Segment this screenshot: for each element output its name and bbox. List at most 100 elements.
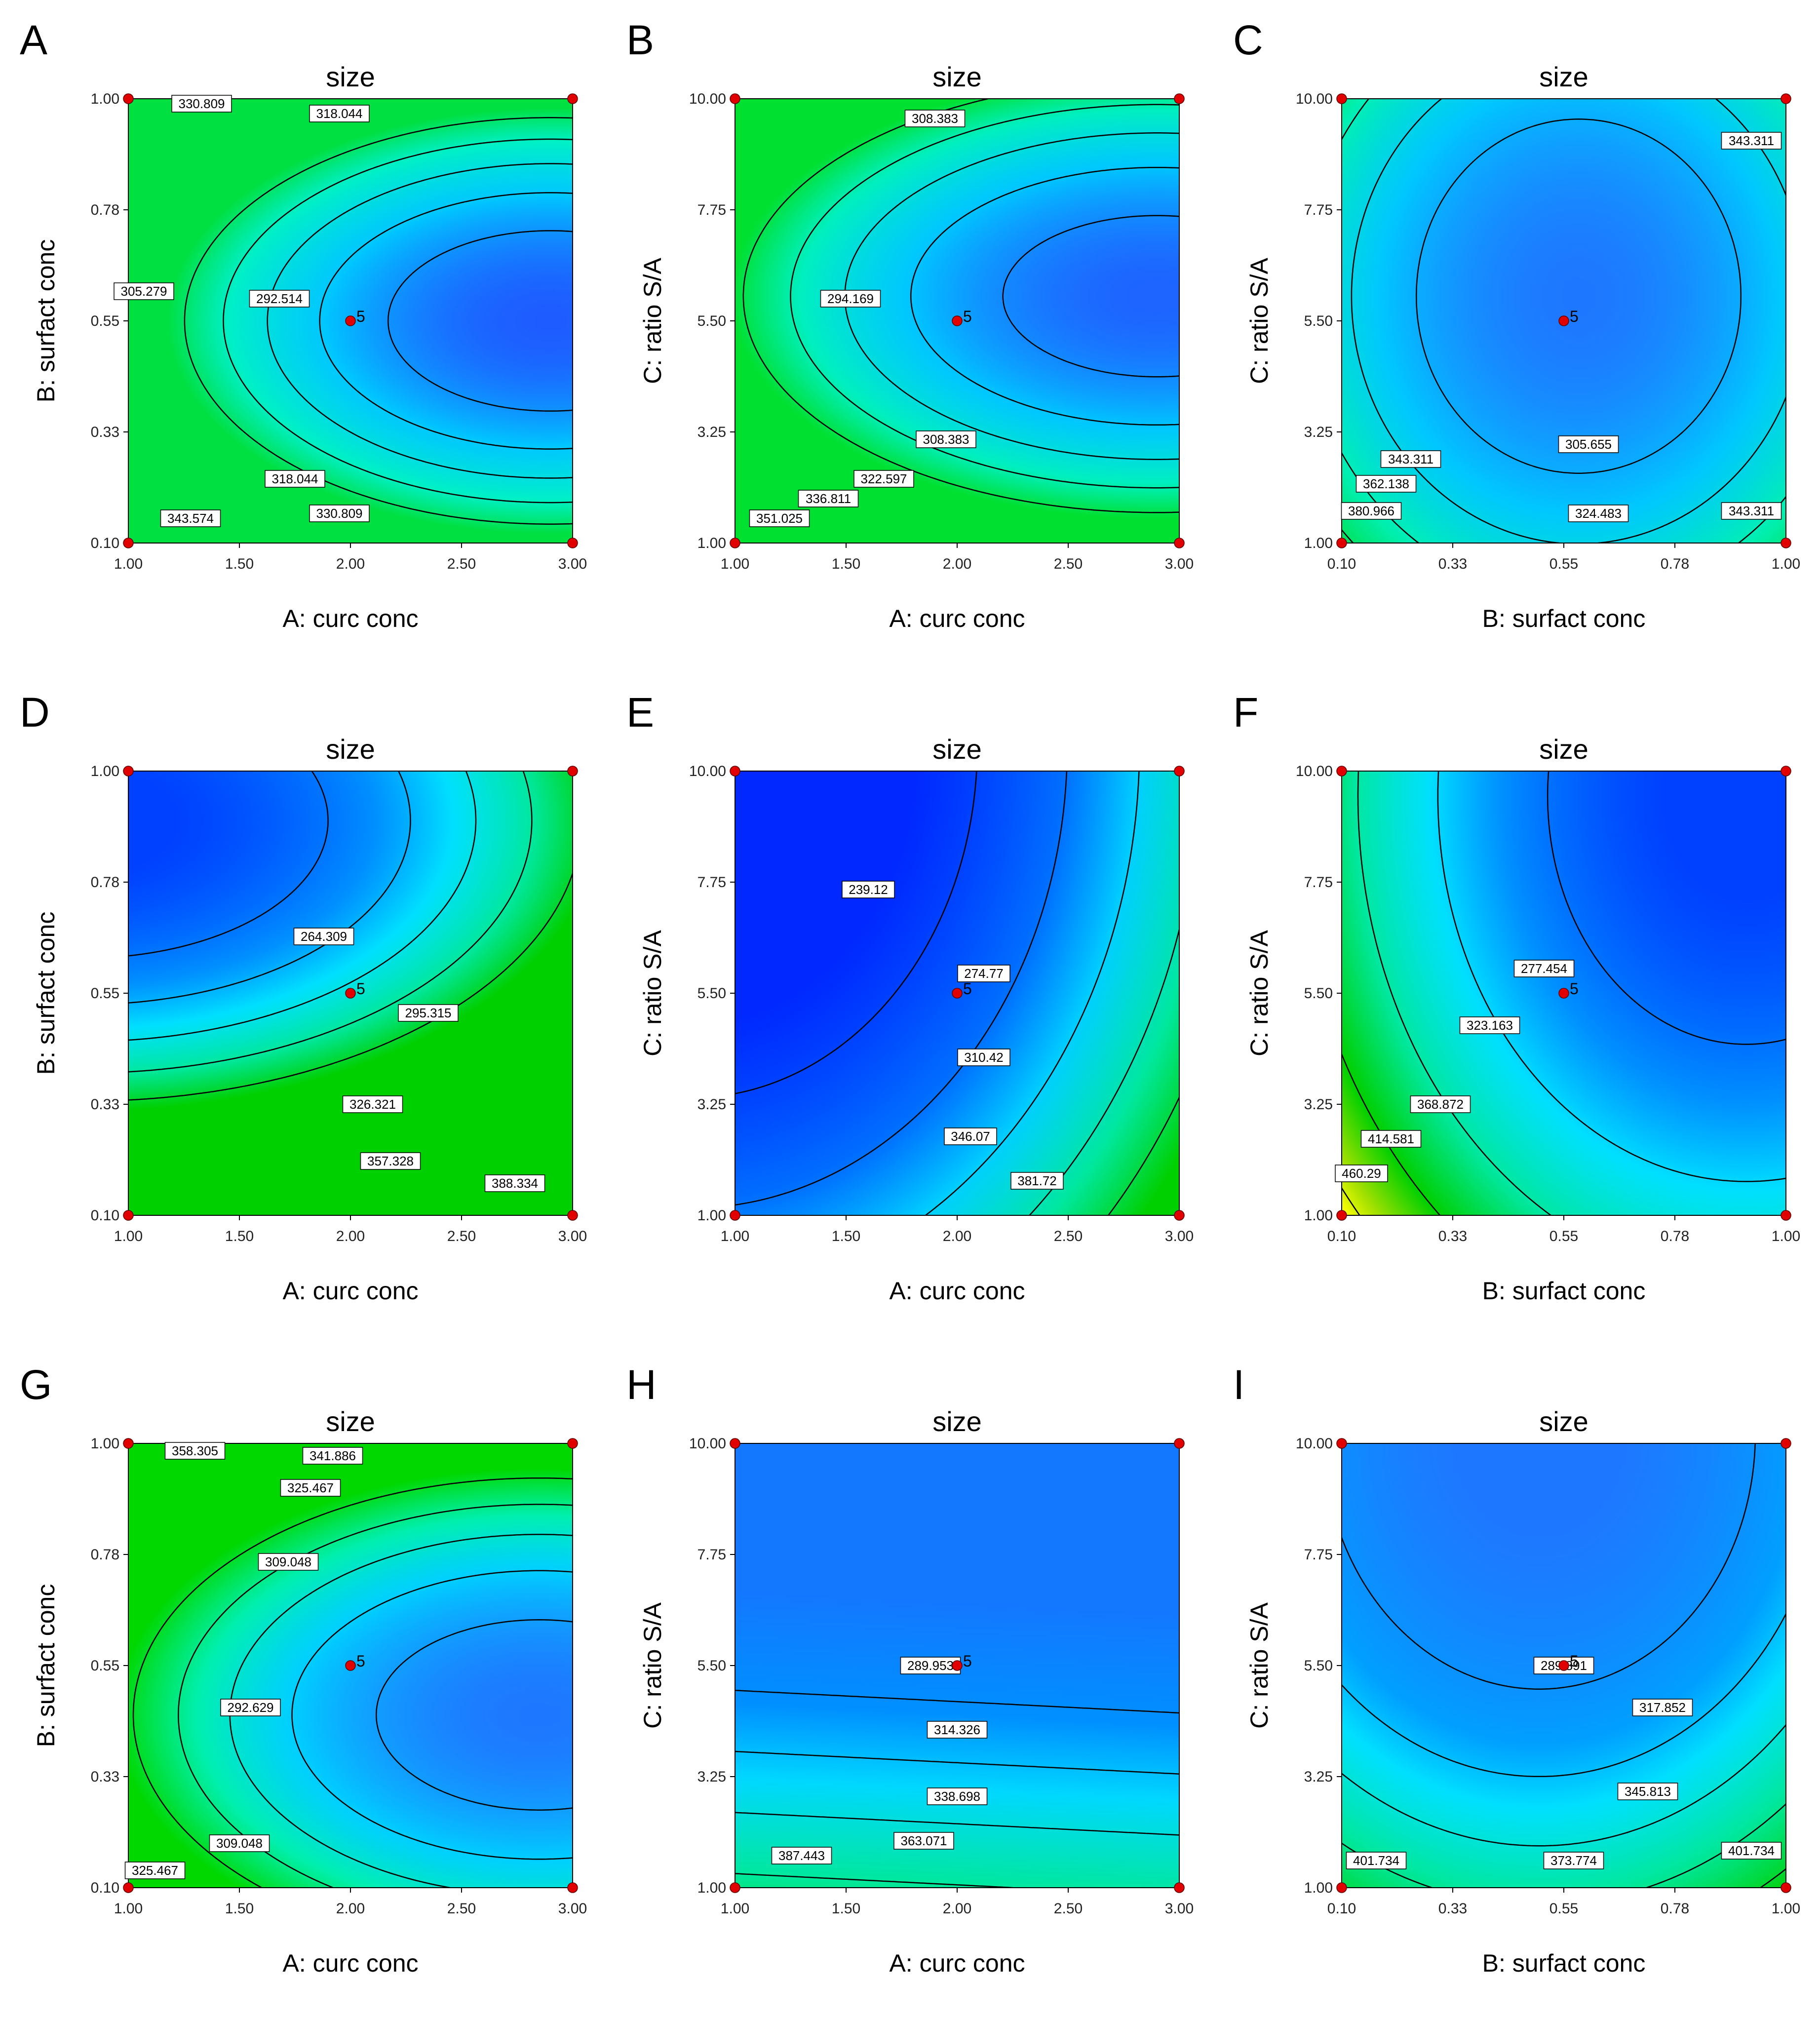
y-axis-label: C: ratio S/A — [639, 1602, 666, 1729]
contour-label: 363.071 — [893, 1832, 954, 1850]
x-tick-label: 1.00 — [114, 1901, 143, 1917]
x-axis-label: A: curc conc — [889, 1949, 1025, 1977]
contour-label: 308.383 — [904, 110, 966, 127]
y-tick-label: 5.50 — [1304, 1658, 1333, 1674]
center-point-count: 5 — [1570, 980, 1579, 998]
contour-label: 323.163 — [1459, 1016, 1520, 1034]
x-tick-label: 0.10 — [1327, 1228, 1356, 1244]
contour-label-box — [749, 509, 810, 527]
contour-label: 346.07 — [944, 1127, 997, 1145]
x-tick-label: 1.50 — [832, 1901, 860, 1917]
contour-label: 351.025 — [749, 509, 810, 527]
contour-label-box — [944, 1127, 997, 1145]
design-point — [1174, 538, 1185, 548]
contour-line — [128, 771, 533, 1073]
design-point — [567, 1882, 578, 1893]
x-tick-label: 1.00 — [721, 1228, 749, 1244]
chart-title: size — [932, 1406, 982, 1437]
contour-label-box — [124, 1862, 186, 1879]
chart-title: size — [932, 61, 982, 92]
y-tick-label: 1.00 — [697, 1207, 726, 1224]
contour-label-box — [302, 1447, 363, 1465]
contour-label-text: 343.574 — [167, 511, 214, 526]
contour-label: 289.953 — [900, 1657, 961, 1674]
contour-label: 343.574 — [160, 509, 221, 527]
contour-label-box — [1632, 1699, 1693, 1716]
contour-label: 325.467 — [280, 1479, 341, 1497]
contour-lines — [132, 1477, 573, 1888]
design-point — [345, 315, 356, 326]
contour-label-box — [927, 1721, 988, 1739]
contour-label-text: 330.809 — [179, 96, 225, 111]
contour-label-text: 373.774 — [1550, 1853, 1597, 1868]
x-tick-label: 0.78 — [1661, 556, 1689, 572]
x-tick-label: 2.50 — [447, 1228, 476, 1244]
design-point — [123, 1882, 134, 1893]
y-axis-label: C: ratio S/A — [1245, 1602, 1273, 1729]
contour-label-text: 318.044 — [272, 471, 318, 486]
panel-letter: A — [20, 17, 47, 63]
x-tick-label: 3.00 — [1165, 1228, 1194, 1244]
contour-label-box — [916, 430, 976, 448]
contour-label-box — [114, 282, 174, 300]
chart-title: size — [1539, 734, 1588, 765]
contour-line — [267, 163, 573, 479]
contour-label-text: 289.953 — [907, 1658, 954, 1673]
contour-line — [735, 1812, 1179, 1836]
contour-label-text: 317.852 — [1639, 1700, 1686, 1715]
contour-label-box — [1558, 435, 1619, 453]
center-point-count: 5 — [356, 308, 365, 325]
contour-label-text: 341.886 — [310, 1448, 356, 1463]
contour-line — [128, 873, 573, 1101]
y-tick-label: 0.33 — [91, 424, 119, 440]
contour-line — [735, 771, 977, 1094]
x-tick-label: 0.33 — [1438, 1228, 1467, 1244]
y-tick-label: 3.25 — [697, 424, 726, 440]
contour-label: 343.311 — [1721, 132, 1782, 150]
contour-line — [1342, 1724, 1786, 1847]
y-tick-label: 10.00 — [1296, 91, 1333, 107]
contour-label-text: 318.044 — [316, 106, 363, 121]
y-tick-label: 0.78 — [91, 874, 119, 891]
contour-label: 324.483 — [1568, 504, 1629, 522]
design-point — [1174, 766, 1185, 776]
contour-label-box — [842, 881, 895, 898]
design-point — [1336, 538, 1347, 548]
contour-label-box — [309, 105, 370, 122]
contour-line — [1002, 215, 1179, 378]
y-tick-label: 0.55 — [91, 313, 119, 329]
contour-label-text: 309.048 — [216, 1836, 263, 1851]
contour-label-text: 277.454 — [1521, 961, 1567, 976]
x-tick-label: 0.55 — [1549, 1228, 1578, 1244]
contour-label-box — [927, 1787, 988, 1805]
contour-label: 362.138 — [1355, 475, 1417, 493]
contour-line — [742, 99, 1179, 513]
contour-label-text: 343.311 — [1729, 133, 1774, 148]
panel-letter: F — [1233, 689, 1258, 736]
contour-label-box — [360, 1152, 421, 1170]
contour-line — [735, 771, 1068, 1206]
design-point — [123, 766, 134, 776]
y-tick-label: 7.75 — [697, 1547, 726, 1563]
contour-line — [910, 166, 1179, 426]
contour-label-box — [171, 95, 232, 113]
x-tick-label: 0.33 — [1438, 556, 1467, 572]
contour-line — [1437, 771, 1786, 1182]
y-tick-label: 3.25 — [1304, 1096, 1333, 1113]
x-tick-label: 2.00 — [336, 1901, 365, 1917]
contour-label-text: 239.12 — [849, 882, 888, 897]
y-tick-label: 0.33 — [91, 1769, 119, 1785]
contour-label-text: 305.655 — [1565, 437, 1612, 452]
x-tick-label: 3.00 — [558, 1228, 587, 1244]
design-point — [1781, 1882, 1791, 1893]
contour-label-text: 264.309 — [301, 929, 347, 944]
contour-label-text: 309.048 — [265, 1554, 311, 1569]
x-tick-label: 2.50 — [447, 1901, 476, 1917]
contour-label-box — [1380, 450, 1441, 468]
y-axis-label: B: surfact conc — [32, 239, 60, 403]
contour-line — [1415, 118, 1742, 474]
